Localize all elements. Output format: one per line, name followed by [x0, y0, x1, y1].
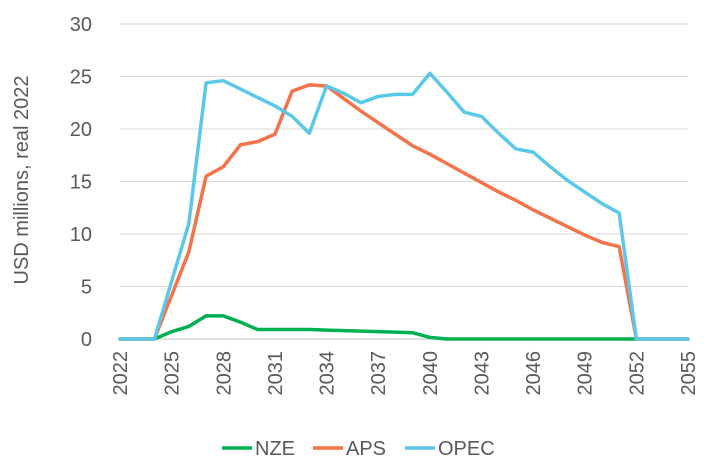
x-tick-label: 2025 — [162, 351, 184, 396]
x-tick-label: 2052 — [626, 351, 648, 396]
legend-label-aps: APS — [346, 438, 386, 460]
series-lines — [118, 71, 690, 341]
legend: NZE APS OPEC — [222, 438, 495, 460]
legend-label-nze: NZE — [255, 438, 295, 460]
x-tick-label: 2037 — [368, 351, 390, 396]
x-tick-label: 2028 — [213, 351, 235, 396]
x-tick-label: 2043 — [471, 351, 493, 396]
y-tick-label: 25 — [70, 67, 92, 89]
y-tick-label: 15 — [70, 172, 92, 194]
y-tick-label: 20 — [70, 119, 92, 141]
x-tick-label: 2046 — [523, 351, 545, 396]
y-tick-label: 10 — [70, 224, 92, 246]
x-tick-label: 2040 — [420, 351, 442, 396]
x-tick-label: 2034 — [317, 351, 339, 396]
y-tick-label: 30 — [70, 14, 92, 36]
x-tick-label: 2055 — [678, 351, 700, 396]
y-axis-label: USD millions, real 2022 — [11, 76, 33, 285]
x-tick-label: 2022 — [110, 351, 132, 396]
y-tick-label: 5 — [81, 277, 92, 299]
x-tick-label: 2031 — [265, 351, 287, 396]
series-line-nze — [118, 314, 690, 341]
legend-label-opec: OPEC — [438, 438, 495, 460]
series-line-opec — [118, 71, 690, 341]
gridlines — [120, 23, 688, 287]
x-tick-label: 2049 — [575, 351, 597, 396]
series-line-aps — [118, 83, 690, 341]
y-tick-label: 0 — [81, 329, 92, 351]
